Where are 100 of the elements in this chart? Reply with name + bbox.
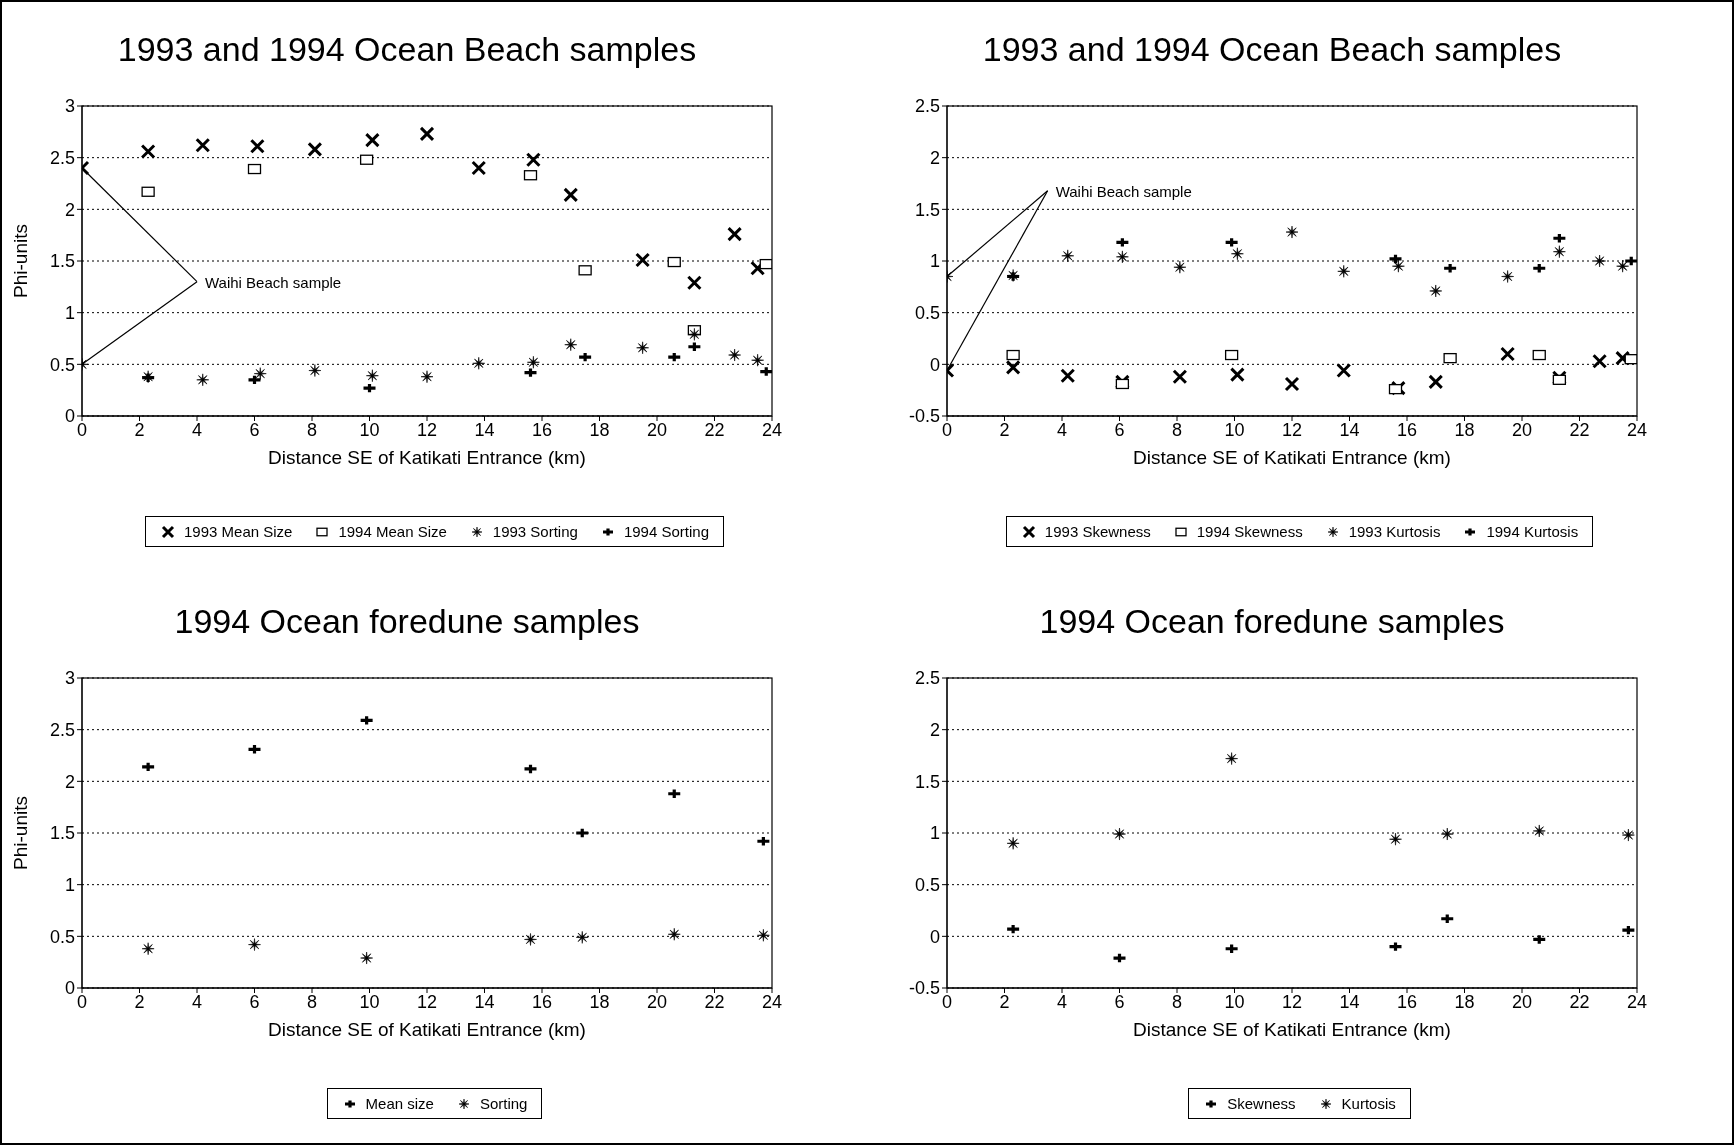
y-tick-label: 0.5 — [49, 354, 75, 375]
y-tick-label: 2.5 — [49, 148, 75, 169]
y-tick-label: 0 — [64, 406, 75, 427]
x-tick-label: 8 — [306, 991, 318, 1012]
y-tick-label: 2.5 — [914, 668, 940, 689]
x-tick-label: 2 — [134, 419, 145, 440]
x-tick-label: 10 — [359, 991, 380, 1012]
x-tick-label: 16 — [531, 991, 553, 1012]
legend-label: Kurtosis — [1341, 1095, 1396, 1112]
x-tick-label: 22 — [704, 991, 725, 1012]
chart-title: 1994 Ocean foredune samples — [1038, 601, 1506, 642]
x-tick-label: 4 — [191, 991, 203, 1012]
y-tick-label: 3 — [64, 668, 75, 689]
y-tick-label: 1 — [929, 251, 940, 272]
x-axis-title: Distance SE of Katikati Entrance (km) — [1133, 447, 1451, 468]
y-tick-label: 1 — [64, 875, 75, 896]
x-tick-label: 14 — [1339, 991, 1360, 1012]
x-tick-label: 4 — [191, 419, 203, 440]
x-tick-label: 24 — [761, 419, 783, 440]
legend-label: 1994 Skewness — [1196, 523, 1303, 540]
y-tick-label: 1.5 — [49, 823, 75, 844]
x-tick-label: 12 — [416, 419, 438, 440]
x-tick-label: 6 — [1114, 991, 1125, 1012]
x-tick-label: 16 — [1396, 419, 1418, 440]
legend-label: 1994 Mean Size — [338, 523, 447, 540]
x-tick-label: 8 — [1171, 419, 1183, 440]
legend-label: Mean size — [365, 1095, 434, 1112]
y-tick-label: 2.5 — [49, 720, 75, 741]
x-tick-label: 24 — [761, 991, 783, 1012]
x-tick-label: 2 — [999, 419, 1010, 440]
x-tick-label: 14 — [1339, 419, 1360, 440]
x-tick-label: 24 — [1626, 419, 1648, 440]
y-tick-label: 2 — [64, 199, 75, 220]
chart-title: 1993 and 1994 Ocean Beach samples — [981, 29, 1563, 70]
y-tick-label: 1 — [929, 823, 940, 844]
x-tick-label: 14 — [474, 419, 495, 440]
chart-title: 1994 Ocean foredune samples — [173, 601, 641, 642]
annotation: Waihi Beach sample — [1055, 182, 1192, 200]
legend-label: 1994 Sorting — [623, 523, 709, 540]
x-tick-label: 10 — [1224, 991, 1245, 1012]
x-tick-label: 18 — [1454, 991, 1475, 1012]
y-axis-title: Phi-units — [9, 796, 31, 870]
y-tick-label: -0.5 — [908, 978, 940, 999]
x-tick-label: 8 — [306, 419, 318, 440]
y-tick-label: 1.5 — [914, 199, 940, 220]
x-tick-label: 22 — [1569, 419, 1590, 440]
legend-label: 1994 Kurtosis — [1486, 523, 1579, 540]
y-tick-label: 2 — [64, 771, 75, 792]
x-tick-label: 20 — [646, 991, 668, 1012]
legend-label: 1993 Kurtosis — [1348, 523, 1441, 540]
x-tick-label: 24 — [1626, 991, 1648, 1012]
x-tick-label: 2 — [134, 991, 145, 1012]
x-tick-label: 20 — [646, 419, 668, 440]
x-axis-title: Distance SE of Katikati Entrance (km) — [268, 447, 586, 468]
y-tick-label: 1.5 — [914, 771, 940, 792]
x-tick-label: 22 — [704, 419, 725, 440]
x-tick-label: 18 — [1454, 419, 1475, 440]
y-tick-label: -0.5 — [908, 406, 940, 427]
y-tick-label: 0 — [929, 354, 940, 375]
x-tick-label: 10 — [359, 419, 380, 440]
x-tick-label: 12 — [1281, 419, 1303, 440]
legend-label: 1993 Skewness — [1044, 523, 1151, 540]
x-tick-label: 10 — [1224, 419, 1245, 440]
x-tick-label: 18 — [589, 991, 610, 1012]
x-tick-label: 12 — [1281, 991, 1303, 1012]
legend-label: Sorting — [479, 1095, 528, 1112]
x-tick-label: 14 — [474, 991, 495, 1012]
y-tick-label: 0.5 — [49, 926, 75, 947]
x-tick-label: 2 — [999, 991, 1010, 1012]
y-tick-label: 1 — [64, 303, 75, 324]
annotation: Waihi Beach sample — [205, 273, 342, 291]
y-tick-label: 0 — [64, 978, 75, 999]
y-tick-label: 2 — [929, 148, 940, 169]
x-tick-label: 6 — [249, 419, 260, 440]
x-tick-label: 20 — [1511, 991, 1533, 1012]
y-axis-title: Phi-units — [9, 224, 31, 298]
x-tick-label: 4 — [1056, 419, 1068, 440]
x-tick-label: 20 — [1511, 419, 1533, 440]
x-tick-label: 22 — [1569, 991, 1590, 1012]
x-tick-label: 18 — [589, 419, 610, 440]
y-tick-label: 0 — [929, 926, 940, 947]
x-tick-label: 16 — [531, 419, 553, 440]
y-tick-label: 0.5 — [914, 875, 940, 896]
y-tick-label: 2 — [929, 720, 940, 741]
x-axis-title: Distance SE of Katikati Entrance (km) — [1133, 1019, 1451, 1040]
x-tick-label: 4 — [1056, 991, 1068, 1012]
x-axis-title: Distance SE of Katikati Entrance (km) — [268, 1019, 586, 1040]
y-tick-label: 3 — [64, 96, 75, 117]
y-tick-label: 1.5 — [49, 251, 75, 272]
legend-label: 1993 Mean Size — [184, 523, 293, 540]
x-tick-label: 6 — [249, 991, 260, 1012]
chart-title: 1993 and 1994 Ocean Beach samples — [116, 29, 698, 70]
x-tick-label: 6 — [1114, 419, 1125, 440]
x-tick-label: 16 — [1396, 991, 1418, 1012]
y-tick-label: 2.5 — [914, 96, 940, 117]
x-tick-label: 8 — [1171, 991, 1183, 1012]
y-tick-label: 0.5 — [914, 303, 940, 324]
x-tick-label: 12 — [416, 991, 438, 1012]
legend-label: 1993 Sorting — [492, 523, 578, 540]
legend-label: Skewness — [1227, 1095, 1296, 1112]
